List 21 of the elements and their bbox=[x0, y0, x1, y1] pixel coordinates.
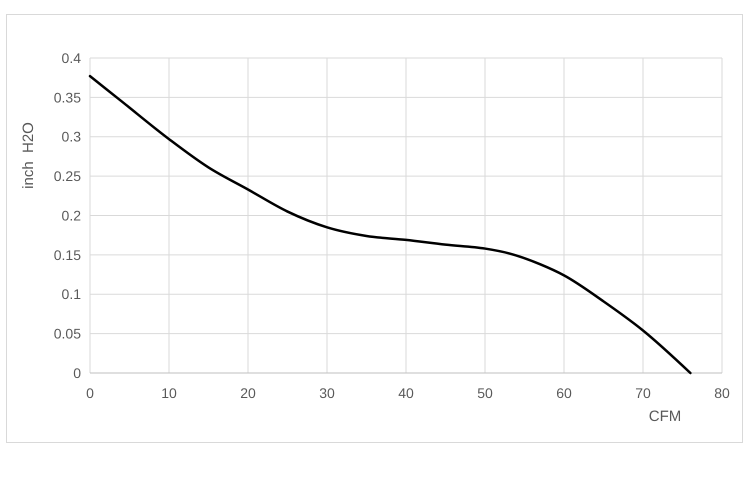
y-tick-label: 0.25 bbox=[54, 168, 82, 184]
y-axis-title: inch H2O bbox=[20, 122, 37, 189]
y-tick-label: 0.05 bbox=[54, 326, 82, 342]
x-tick-label: 10 bbox=[161, 385, 177, 401]
y-tick-label: 0.4 bbox=[62, 50, 82, 66]
x-tick-label: 20 bbox=[240, 385, 256, 401]
y-tick-label: 0.3 bbox=[62, 128, 82, 145]
x-tick-label: 0 bbox=[86, 385, 94, 401]
y-tick-label: 0.15 bbox=[54, 246, 82, 263]
x-tick-label: 40 bbox=[398, 385, 414, 401]
y-tick-label: 0 bbox=[73, 364, 82, 381]
x-tick-label: 60 bbox=[556, 385, 572, 401]
y-tick-label: 0.1 bbox=[62, 286, 82, 302]
line-series bbox=[88, 74, 692, 374]
x-tick-label: 80 bbox=[714, 385, 730, 401]
x-tick-label: 30 bbox=[319, 385, 335, 401]
y-tick-label: 0.2 bbox=[62, 207, 82, 224]
x-tick-label: 50 bbox=[477, 385, 493, 401]
y-tick-label: 0.35 bbox=[54, 89, 82, 106]
x-tick-label: 70 bbox=[635, 385, 651, 401]
x-axis-title: CFM bbox=[648, 408, 682, 425]
